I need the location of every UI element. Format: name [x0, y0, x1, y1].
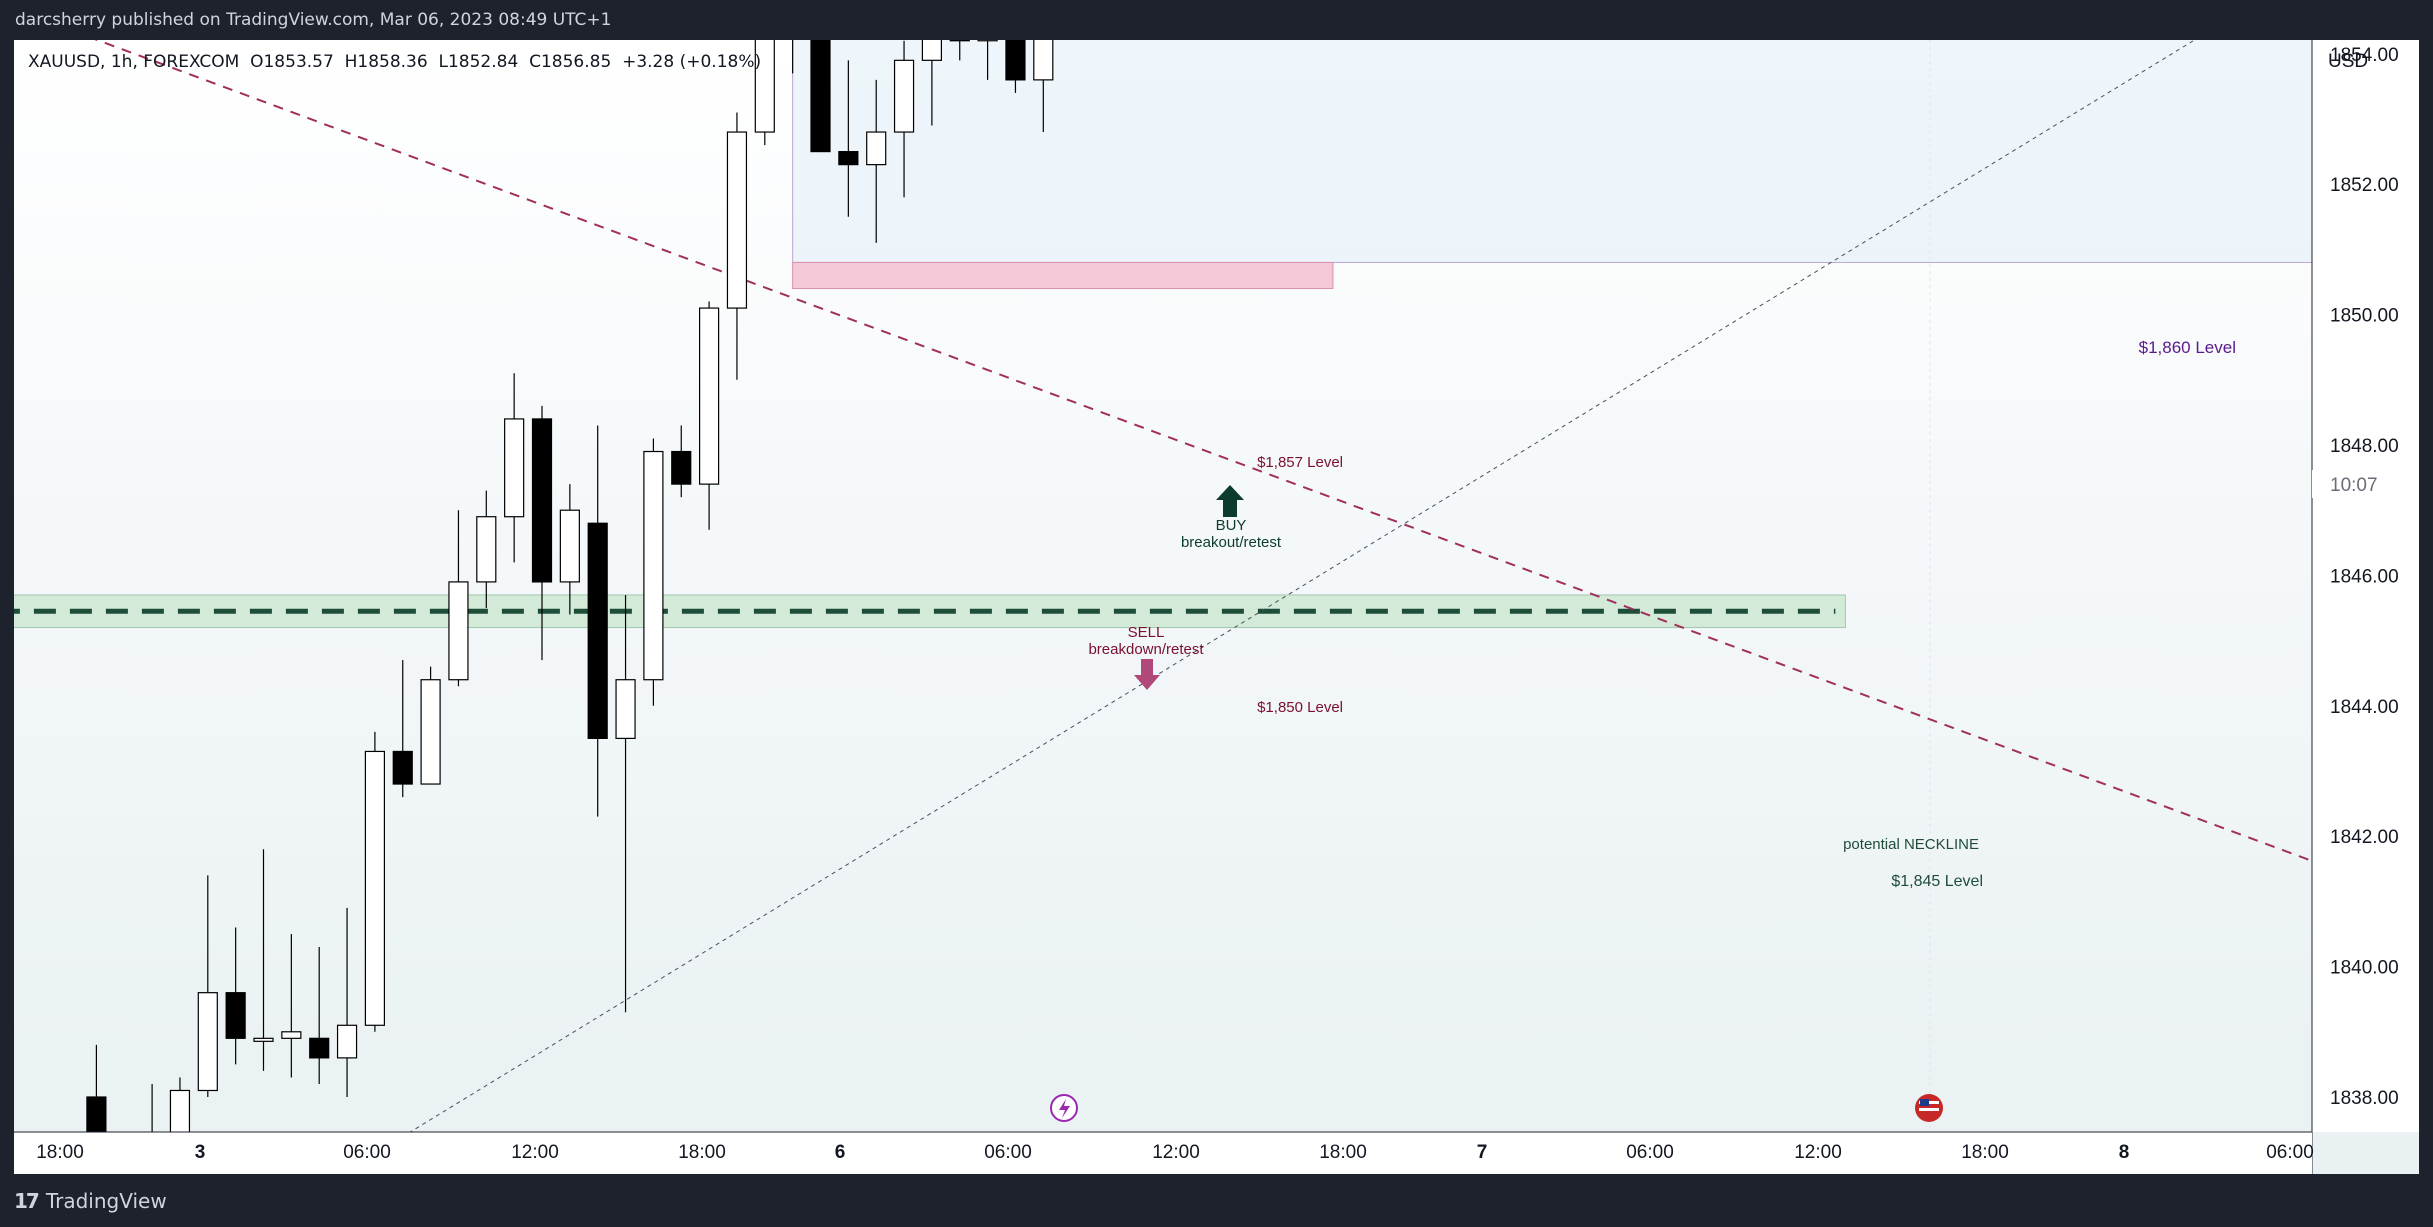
tradingview-logo-icon[interactable]: 17 [14, 1188, 40, 1213]
y-tick-label: 1850.00 [2330, 306, 2399, 327]
x-tick-label: 7 [1477, 1142, 1488, 1163]
candle-body [392, 750, 413, 785]
candle-body [1005, 40, 1026, 81]
dashed-downtrend [94, 40, 2312, 863]
candle-body [169, 1089, 191, 1132]
x-tick-label: 18:00 [1961, 1142, 2009, 1163]
candle-body [671, 450, 692, 485]
x-tick-label: 12:00 [511, 1142, 559, 1163]
lightning-icon [1059, 1099, 1070, 1118]
y-tick-label: 1838.00 [2330, 1088, 2399, 1109]
ohlc-close: C1856.85 [529, 52, 612, 72]
buy-arrow-icon [1216, 485, 1244, 517]
x-tick-label: 3 [195, 1142, 206, 1163]
candle-body [253, 1037, 274, 1042]
currency-label: USD [2328, 51, 2368, 72]
candle-body [615, 679, 636, 739]
candle-body [420, 679, 441, 785]
ohlc-open: O1853.57 [250, 52, 334, 72]
x-tick-label: 6 [835, 1142, 846, 1163]
candle-body [643, 450, 664, 681]
candle-body [587, 522, 608, 739]
x-tick-label: 06:00 [343, 1142, 391, 1163]
candle-body [866, 131, 887, 166]
symbol-legend: XAUUSD, 1h, FOREXCOM O1853.57 H1858.36 L… [28, 52, 761, 72]
x-tick-label: 12:00 [1152, 1142, 1200, 1163]
candle-body [893, 59, 915, 133]
sell-arrow-icon [1134, 659, 1160, 690]
candle-body [336, 1024, 358, 1059]
footer-bar: 17 TradingView [0, 1174, 2433, 1227]
y-tick-label: 1840.00 [2330, 958, 2399, 979]
x-tick-label: 18:00 [678, 1142, 726, 1163]
flag-stripe [1919, 1108, 1939, 1111]
candle-body [1033, 40, 1054, 81]
candle-body [726, 131, 748, 309]
ohlc-high: H1858.36 [344, 52, 428, 72]
candle-body [977, 40, 998, 42]
label-1850: $1,850 Level [1257, 699, 1343, 716]
x-tick-label: 12:00 [1794, 1142, 1842, 1163]
y-tick-label: 1842.00 [2330, 827, 2399, 848]
candle-body [783, 0, 802, 15]
candle-body [504, 418, 525, 518]
candle-body [698, 307, 720, 485]
countdown-badge [2312, 470, 2419, 498]
x-tick-label: 8 [2119, 1142, 2130, 1163]
x-tick-label: 06:00 [2266, 1142, 2314, 1163]
x-tick-label: 06:00 [984, 1142, 1032, 1163]
zone-1850 [792, 261, 1334, 290]
countdown-label: 10:07 [2330, 475, 2378, 496]
neckline-zone [14, 594, 1846, 629]
candle-body [225, 992, 246, 1039]
footer-brand[interactable]: TradingView [45, 1188, 167, 1213]
candle-body [281, 1031, 302, 1039]
candle-body [476, 516, 497, 583]
publisher-bar: darcsherry published on TradingView.com,… [0, 0, 2433, 40]
y-tick-label: 1848.00 [2330, 436, 2399, 457]
y-tick-label: 1854.00 [2330, 45, 2399, 66]
publisher-text: darcsherry published on TradingView.com,… [15, 10, 612, 30]
candle-body [949, 40, 970, 42]
label-1857: $1,857 Level [1257, 454, 1343, 471]
y-tick-label: 1852.00 [2330, 175, 2399, 196]
x-tick-label: 18:00 [1319, 1142, 1367, 1163]
ohlc-low: L1852.84 [438, 52, 519, 72]
candle-body [559, 509, 580, 583]
candle-body [448, 581, 469, 681]
x-tick-label: 18:00 [36, 1142, 84, 1163]
x-tick-label: 06:00 [1626, 1142, 1674, 1163]
candle-body [309, 1037, 330, 1059]
label-buy: BUY [1216, 517, 1247, 534]
y-tick-label: 1844.00 [2330, 697, 2399, 718]
candle-body [838, 151, 859, 166]
label-sell: SELL [1128, 624, 1165, 641]
price-axis [2312, 40, 2419, 1132]
dotted-channel-lower [409, 40, 2196, 1132]
candle-body [531, 418, 553, 583]
candle-body [197, 992, 218, 1092]
symbol-ticker[interactable]: XAUUSD, 1h, FOREXCOM [28, 52, 240, 72]
label-1860: $1,860 Level [2139, 338, 2236, 357]
candle-body [921, 40, 943, 61]
label-sell-sub: breakdown/retest [1088, 641, 1204, 658]
time-axis [14, 1132, 2312, 1174]
candle-body [810, 40, 831, 153]
label-1845: $1,845 Level [1891, 873, 1983, 890]
label-neckline: potential NECKLINE [1843, 836, 1979, 853]
y-tick-label: 1846.00 [2330, 566, 2399, 587]
candle-body [86, 1096, 107, 1132]
ohlc-change: +3.28 (+0.18%) [622, 52, 762, 72]
label-buy-sub: breakout/retest [1181, 534, 1282, 551]
candle-body [364, 750, 385, 1026]
range-box [792, 40, 2312, 263]
candle-body [754, 40, 775, 133]
flag-canton [1920, 1099, 1929, 1106]
plot-area[interactable]: $1,860 Level $1,857 Level $1,850 Level pote… [0, 0, 2433, 1175]
